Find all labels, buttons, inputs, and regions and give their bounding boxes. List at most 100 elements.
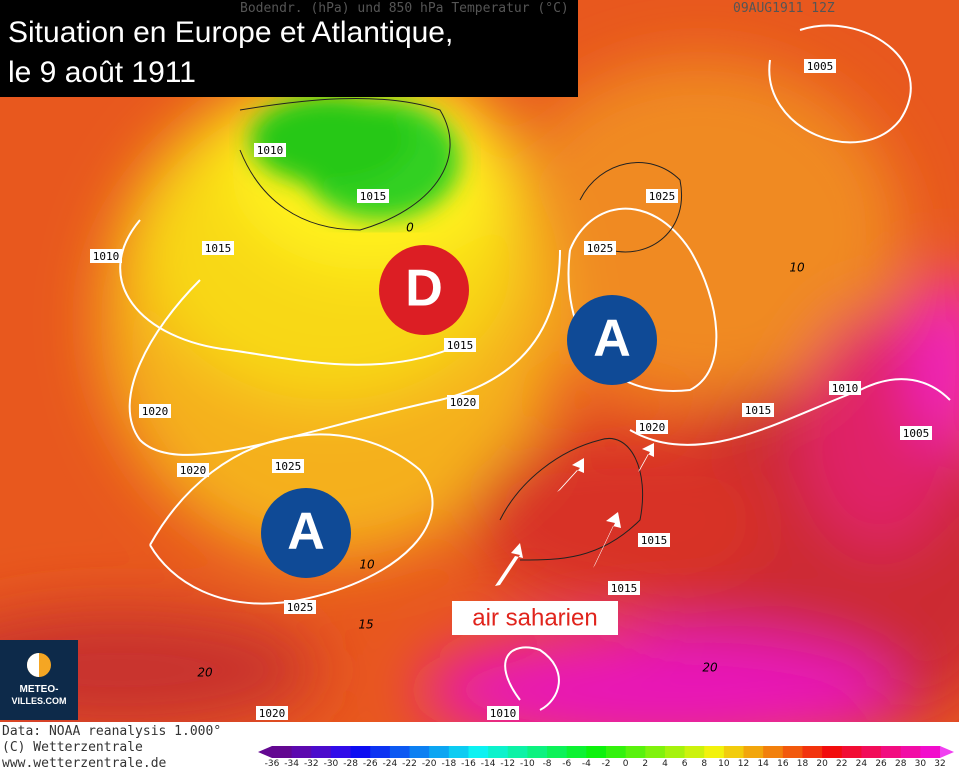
colorbar-label: -22 bbox=[402, 759, 417, 769]
colorbar-swatch bbox=[409, 746, 430, 758]
coastlines bbox=[239, 97, 682, 561]
title-line: le 9 août 1911 bbox=[8, 56, 196, 89]
isobar-label: 1025 bbox=[587, 242, 614, 255]
colorbar-label: 16 bbox=[777, 759, 789, 769]
isobar-label: 1015 bbox=[745, 404, 772, 417]
logo-icon bbox=[27, 653, 39, 677]
map-subtitle: Bodendr. (hPa) und 850 hPa Temperatur (°… bbox=[240, 1, 569, 16]
isobar-label: 1025 bbox=[275, 460, 302, 473]
isobar-label: 1015 bbox=[641, 534, 668, 547]
isobar-label-bg bbox=[254, 143, 286, 157]
colorbar-label: 8 bbox=[701, 759, 707, 769]
colorbar-swatch bbox=[272, 746, 293, 758]
isobar-label-bg bbox=[139, 404, 171, 418]
colorbar-swatch bbox=[330, 746, 352, 758]
title-box bbox=[0, 0, 578, 97]
colorbar-swatch bbox=[763, 746, 784, 758]
isobar-label-bg bbox=[804, 59, 836, 73]
isobar-label: 1005 bbox=[807, 60, 834, 73]
colorbar-swatch bbox=[723, 746, 745, 758]
colorbar-label: 6 bbox=[682, 759, 688, 769]
pressure-marker bbox=[567, 295, 657, 385]
colorbar-label: -4 bbox=[582, 759, 591, 769]
isobar-label: 1020 bbox=[142, 405, 169, 418]
colorbar-swatch bbox=[566, 746, 587, 758]
colorbar-label: -24 bbox=[383, 759, 398, 769]
isobar-label-bg bbox=[90, 249, 122, 263]
annotation-box bbox=[452, 601, 618, 635]
map-timestamp: 09AUG1911 12Z bbox=[733, 1, 835, 16]
isobar-label-bg bbox=[177, 463, 209, 477]
map-labels: 1010101510151010102510251005101510201020… bbox=[90, 59, 932, 720]
colorbar-label: 20 bbox=[816, 759, 828, 769]
colorbar-swatch bbox=[625, 746, 646, 758]
isobar-label-bg bbox=[444, 338, 476, 352]
colorbar-swatch bbox=[291, 746, 312, 758]
pressure-marker-label: A bbox=[287, 503, 325, 561]
logo-text: VILLES.COM bbox=[11, 696, 66, 706]
isobar-label-bg bbox=[742, 403, 774, 417]
colorbar-label: -28 bbox=[343, 759, 358, 769]
isobar-label: 1025 bbox=[287, 601, 314, 614]
colorbar-swatch bbox=[547, 746, 568, 758]
colorbar-label: -10 bbox=[520, 759, 535, 769]
isobar-label: 1015 bbox=[447, 339, 474, 352]
temperature-label: 10 bbox=[789, 261, 805, 275]
isobar-label-bg bbox=[487, 706, 519, 720]
footer-line: www.wetterzentrale.de bbox=[2, 756, 167, 770]
colorbar-label: 32 bbox=[934, 759, 945, 769]
colorbar-label: -16 bbox=[461, 759, 476, 769]
isobar-label: 1010 bbox=[832, 382, 859, 395]
colorbar-label: 14 bbox=[757, 759, 769, 769]
colorbar-label: -20 bbox=[422, 759, 437, 769]
colorbar: -36 -34 -32 -30 -28 -26 -24 -22 -20 -18 -16 -14 -12-… bbox=[258, 746, 954, 769]
isobar-label-bg bbox=[447, 395, 479, 409]
footer-line: (C) Wetterzentrale bbox=[2, 740, 143, 755]
logo bbox=[0, 640, 78, 720]
isobar-label-bg bbox=[272, 459, 304, 473]
colorbar-label: -8 bbox=[543, 759, 552, 769]
colorbar-swatch bbox=[645, 746, 666, 758]
colorbar-swatch bbox=[488, 746, 509, 758]
colorbar-end bbox=[940, 746, 954, 758]
colorbar-label: -14 bbox=[481, 759, 496, 769]
annotation: air saharien bbox=[472, 604, 597, 631]
colorbar-swatch bbox=[507, 746, 528, 758]
colorbar-swatch bbox=[370, 746, 391, 758]
colorbar-swatch bbox=[468, 746, 489, 758]
isobar-label-bg bbox=[829, 381, 861, 395]
colorbar-label: -32 bbox=[304, 759, 319, 769]
colorbar-label: -34 bbox=[284, 759, 299, 769]
isobar-label: 1020 bbox=[259, 707, 286, 720]
colorbar-swatch bbox=[881, 746, 902, 758]
isobar-label-bg bbox=[636, 420, 668, 434]
colorbar-label: 0 bbox=[623, 759, 629, 769]
isobar-label-bg bbox=[608, 581, 640, 595]
colorbar-label: -30 bbox=[324, 759, 339, 769]
isobar-label-bg bbox=[584, 241, 616, 255]
colorbar-swatch bbox=[429, 746, 450, 758]
isobar-label-bg bbox=[202, 241, 234, 255]
isobar-label: 1010 bbox=[257, 144, 284, 157]
colorbar-label: 4 bbox=[662, 759, 668, 769]
colorbar-swatch bbox=[802, 746, 823, 758]
logo-text: METEO- bbox=[20, 684, 59, 695]
colorbar-swatch bbox=[861, 746, 882, 758]
isobar-label: 1015 bbox=[360, 190, 387, 203]
isobar-label-bg bbox=[638, 533, 670, 547]
pressure-marker-label: D bbox=[405, 260, 443, 318]
colorbar-swatch bbox=[586, 746, 607, 758]
colorbar-swatch bbox=[311, 746, 332, 758]
pressure-marker bbox=[261, 488, 351, 578]
isobar-label: 1020 bbox=[180, 464, 207, 477]
arrows bbox=[495, 443, 654, 586]
isobar-label: 1015 bbox=[205, 242, 232, 255]
colorbar-swatch bbox=[527, 746, 548, 758]
colorbar-label: -18 bbox=[441, 759, 456, 769]
colorbar-label: 12 bbox=[738, 759, 749, 769]
temperature-label: 10 bbox=[359, 558, 375, 572]
colorbar-swatch bbox=[606, 746, 627, 758]
colorbar-label: 18 bbox=[797, 759, 809, 769]
isobar-label: 1025 bbox=[649, 190, 676, 203]
